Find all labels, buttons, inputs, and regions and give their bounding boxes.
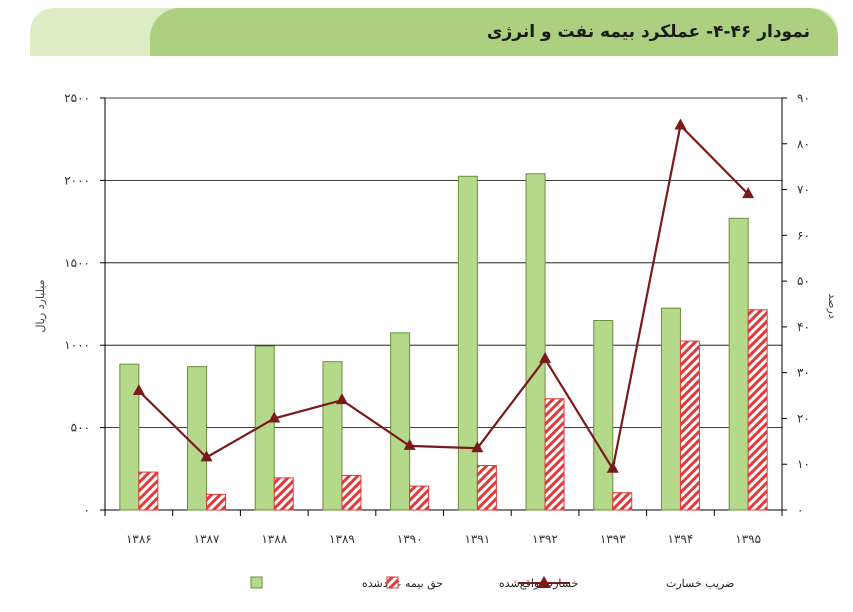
loss-ratio-point	[132, 383, 145, 395]
premium-bar	[457, 175, 478, 511]
loss-bar	[679, 340, 700, 511]
loss-bar	[138, 471, 159, 511]
loss-ratio-path	[138, 123, 749, 472]
legend-swatch-premium	[250, 576, 263, 589]
loss-ratio-point	[606, 461, 619, 473]
premium-bar	[187, 366, 208, 511]
loss-ratio-point	[742, 187, 755, 199]
left-tick-label: ۱۵۰۰	[64, 256, 90, 270]
x-tick-label: ۱۳۸۹	[329, 532, 355, 546]
right-tick-label: ۴۰	[797, 320, 810, 334]
loss-ratio-point	[471, 441, 484, 453]
loss-bar	[612, 492, 633, 511]
right-tick-label: ۰	[797, 503, 803, 517]
tick-labels: ۰ ۵۰۰ ۱۰۰۰ ۱۵۰۰ ۲۰۰۰ ۲۵۰۰ ۰ ۱۰ ۲۰ ۳۰ ۴۰ ۵۰ ۶۰ ۷۰ ۸۰ ۹۰ ۱…	[64, 91, 810, 546]
legend-marker-loss-ratio	[537, 576, 551, 588]
premium-bar	[322, 361, 343, 511]
left-tick-label: ۲۰۰۰	[64, 173, 90, 187]
chart-title: نمودار ۴۶-۴- عملکرد بیمه نفت و انرژی	[486, 22, 810, 42]
right-tick-label: ۳۰	[797, 366, 810, 380]
premium-bar	[660, 307, 681, 511]
legend-label-loss-ratio: ضریب خسارت	[666, 577, 734, 590]
premium-bar	[254, 345, 275, 511]
left-tick-label: ۵۰۰	[71, 421, 90, 435]
loss-bar	[341, 474, 362, 511]
loss-bar	[476, 465, 497, 511]
x-tick-label: ۱۳۸۶	[126, 532, 152, 546]
premium-bar	[390, 332, 411, 511]
right-tick-label: ۵۰	[797, 274, 810, 288]
loss-bar	[747, 309, 768, 511]
left-tick-label: ۲۵۰۰	[64, 91, 90, 105]
right-tick-label: ۸۰	[797, 137, 810, 151]
x-tick-label: ۱۳۹۴	[668, 532, 694, 546]
right-tick-label: ۲۰	[797, 411, 810, 425]
premium-bar	[119, 363, 140, 511]
x-tick-label: ۱۳۸۸	[261, 532, 287, 546]
right-tick-label: ۷۰	[797, 183, 810, 197]
right-axis-title: درصد	[826, 293, 839, 318]
x-tick-label: ۱۳۸۷	[194, 532, 220, 546]
premium-bar	[525, 173, 546, 511]
premium-bar	[728, 217, 749, 511]
loss-bar	[273, 477, 294, 511]
right-tick-label: ۶۰	[797, 228, 810, 242]
loss-ratio-point	[403, 438, 416, 450]
legend-item-premium: حق بیمه عایدشده	[250, 576, 443, 591]
x-tick-label: ۱۳۹۲	[532, 532, 558, 546]
legend-label-premium: حق بیمه عایدشده	[362, 577, 443, 591]
loss-bar	[544, 398, 565, 511]
x-tick-label: ۱۳۹۵	[735, 532, 761, 546]
loss-bar	[409, 485, 430, 511]
loss-ratio-point	[674, 118, 687, 130]
loss-ratio-point	[335, 393, 348, 405]
left-axis-title: میلیارد ریال	[34, 279, 47, 332]
left-tick-label: ۱۰۰۰	[64, 338, 90, 352]
premium-bar	[593, 319, 614, 511]
loss-ratio-point	[268, 411, 281, 423]
loss-ratio-point	[539, 351, 552, 363]
right-tick-label: ۹۰	[797, 91, 810, 105]
legend-item-loss-ratio: ضریب خسارت	[518, 576, 734, 590]
legend: حق بیمه عایدشده خسارت واقع‌شده ضریب خسار…	[250, 576, 734, 591]
loss-ratio-line	[132, 118, 755, 473]
right-tick-label: ۱۰	[797, 457, 810, 471]
loss-bar	[206, 493, 227, 511]
loss-ratio-point	[200, 450, 213, 462]
bars	[119, 173, 768, 511]
x-tick-label: ۱۳۹۳	[600, 532, 626, 546]
x-tick-label: ۱۳۹۰	[397, 532, 423, 546]
header-band	[150, 8, 838, 56]
left-tick-label: ۰	[84, 503, 90, 517]
legend-swatch-loss	[386, 576, 399, 589]
x-tick-label: ۱۳۹۱	[464, 532, 490, 546]
